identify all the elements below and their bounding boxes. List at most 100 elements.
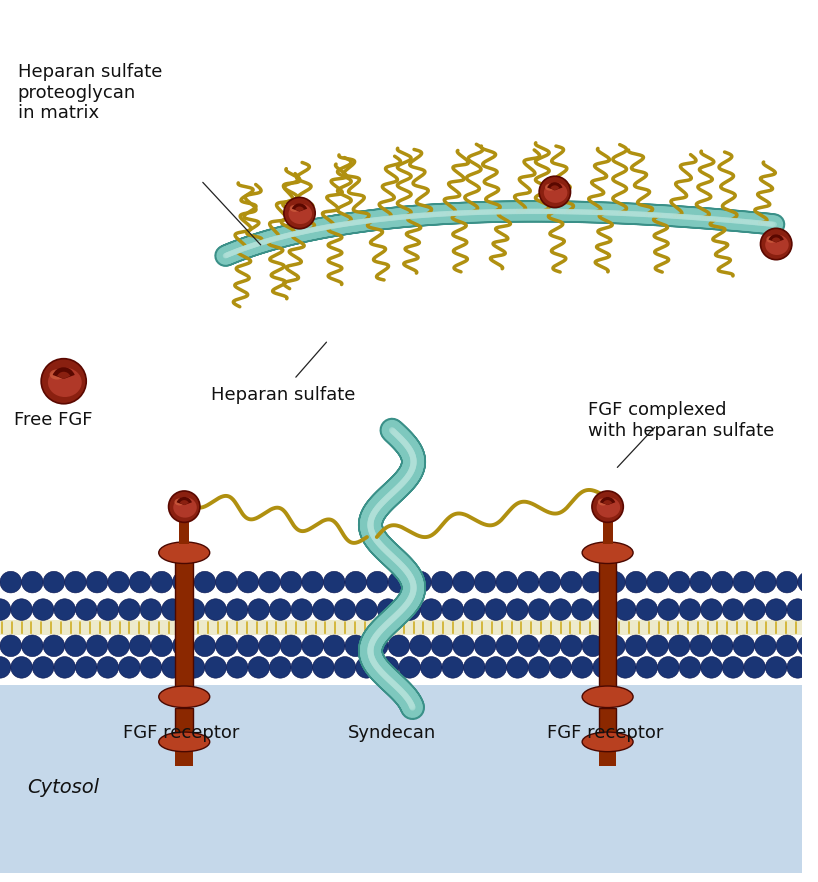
Circle shape [11, 656, 33, 678]
Circle shape [744, 599, 766, 620]
Circle shape [54, 599, 75, 620]
Circle shape [345, 572, 366, 593]
Circle shape [183, 599, 204, 620]
Text: FGF complexed
with heparan sulfate: FGF complexed with heparan sulfate [588, 400, 775, 439]
Ellipse shape [159, 732, 209, 751]
Circle shape [420, 656, 442, 678]
Circle shape [43, 635, 65, 656]
Circle shape [518, 572, 539, 593]
Circle shape [108, 635, 129, 656]
Circle shape [399, 656, 420, 678]
Circle shape [550, 599, 571, 620]
Circle shape [776, 572, 798, 593]
Circle shape [399, 599, 420, 620]
Wedge shape [295, 206, 304, 212]
Circle shape [281, 572, 302, 593]
Circle shape [625, 635, 647, 656]
Circle shape [485, 599, 506, 620]
Circle shape [119, 656, 140, 678]
Circle shape [712, 572, 733, 593]
Circle shape [442, 599, 464, 620]
Circle shape [560, 572, 582, 593]
Circle shape [86, 572, 108, 593]
Circle shape [302, 635, 323, 656]
Circle shape [21, 635, 43, 656]
Circle shape [668, 572, 690, 593]
Ellipse shape [289, 204, 312, 224]
Circle shape [647, 635, 668, 656]
Circle shape [312, 656, 335, 678]
Wedge shape [177, 497, 192, 505]
Circle shape [227, 599, 248, 620]
Circle shape [787, 599, 808, 620]
Circle shape [722, 656, 744, 678]
Circle shape [162, 656, 183, 678]
Circle shape [204, 599, 227, 620]
Circle shape [582, 572, 604, 593]
Circle shape [97, 599, 119, 620]
Circle shape [291, 656, 312, 678]
Circle shape [464, 656, 485, 678]
Wedge shape [57, 371, 70, 379]
Circle shape [216, 572, 237, 593]
Circle shape [593, 656, 614, 678]
Circle shape [539, 635, 560, 656]
Circle shape [658, 656, 679, 678]
Circle shape [323, 635, 345, 656]
Wedge shape [771, 237, 780, 243]
Circle shape [733, 572, 755, 593]
Circle shape [808, 656, 818, 678]
Circle shape [755, 635, 776, 656]
Ellipse shape [173, 497, 197, 518]
Circle shape [140, 656, 162, 678]
Bar [599, 707, 617, 742]
Circle shape [33, 599, 54, 620]
Circle shape [496, 572, 518, 593]
Text: Heparan sulfate: Heparan sulfate [211, 386, 355, 404]
Circle shape [377, 599, 399, 620]
Circle shape [65, 572, 86, 593]
Ellipse shape [290, 205, 300, 212]
Ellipse shape [159, 542, 209, 564]
Circle shape [281, 635, 302, 656]
Circle shape [21, 572, 43, 593]
Circle shape [614, 599, 636, 620]
Circle shape [86, 635, 108, 656]
Circle shape [496, 635, 518, 656]
Ellipse shape [544, 183, 568, 203]
Circle shape [485, 656, 506, 678]
Bar [603, 522, 613, 544]
Circle shape [582, 635, 604, 656]
Circle shape [269, 599, 291, 620]
Circle shape [808, 599, 818, 620]
Circle shape [194, 635, 216, 656]
Circle shape [162, 599, 183, 620]
Circle shape [431, 635, 453, 656]
Circle shape [41, 359, 86, 404]
Circle shape [410, 635, 431, 656]
Circle shape [0, 656, 11, 678]
Circle shape [65, 635, 86, 656]
Circle shape [506, 656, 528, 678]
Circle shape [761, 228, 792, 259]
Circle shape [388, 572, 410, 593]
Circle shape [33, 656, 54, 678]
Circle shape [284, 198, 315, 228]
Bar [599, 557, 617, 688]
Circle shape [11, 599, 33, 620]
Circle shape [335, 599, 356, 620]
Circle shape [506, 599, 528, 620]
Ellipse shape [174, 498, 185, 505]
Ellipse shape [48, 368, 82, 397]
Circle shape [129, 635, 151, 656]
Circle shape [75, 656, 97, 678]
Circle shape [701, 599, 722, 620]
Bar [179, 522, 189, 544]
Circle shape [528, 599, 550, 620]
Circle shape [604, 572, 625, 593]
Ellipse shape [582, 542, 633, 564]
Circle shape [679, 599, 701, 620]
Circle shape [722, 599, 744, 620]
Circle shape [668, 635, 690, 656]
Circle shape [345, 635, 366, 656]
